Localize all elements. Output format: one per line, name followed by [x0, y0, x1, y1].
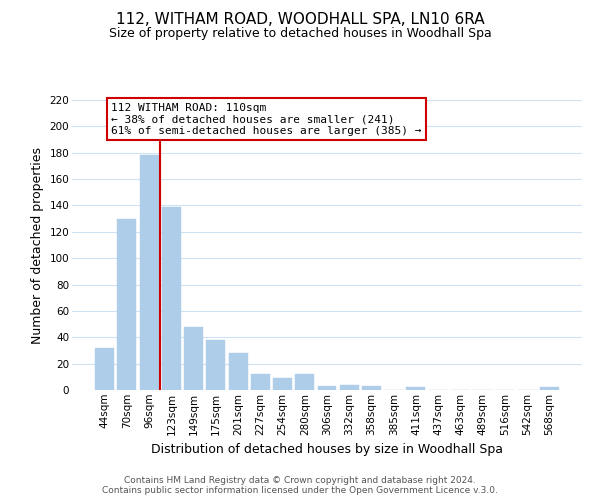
Text: 112, WITHAM ROAD, WOODHALL SPA, LN10 6RA: 112, WITHAM ROAD, WOODHALL SPA, LN10 6RA: [116, 12, 484, 28]
Bar: [317, 386, 337, 390]
Text: Contains HM Land Registry data © Crown copyright and database right 2024.: Contains HM Land Registry data © Crown c…: [124, 476, 476, 485]
Bar: [206, 340, 225, 390]
X-axis label: Distribution of detached houses by size in Woodhall Spa: Distribution of detached houses by size …: [151, 443, 503, 456]
Y-axis label: Number of detached properties: Number of detached properties: [31, 146, 44, 344]
Bar: [295, 374, 314, 390]
Bar: [251, 374, 270, 390]
Bar: [229, 353, 248, 390]
Text: 112 WITHAM ROAD: 110sqm
← 38% of detached houses are smaller (241)
61% of semi-d: 112 WITHAM ROAD: 110sqm ← 38% of detache…: [112, 102, 422, 136]
Bar: [340, 384, 359, 390]
Bar: [95, 348, 114, 390]
Text: Contains public sector information licensed under the Open Government Licence v.: Contains public sector information licen…: [102, 486, 498, 495]
Text: Size of property relative to detached houses in Woodhall Spa: Size of property relative to detached ho…: [109, 28, 491, 40]
Bar: [184, 326, 203, 390]
Bar: [273, 378, 292, 390]
Bar: [362, 386, 381, 390]
Bar: [162, 207, 181, 390]
Bar: [406, 388, 425, 390]
Bar: [118, 218, 136, 390]
Bar: [540, 388, 559, 390]
Bar: [140, 156, 158, 390]
